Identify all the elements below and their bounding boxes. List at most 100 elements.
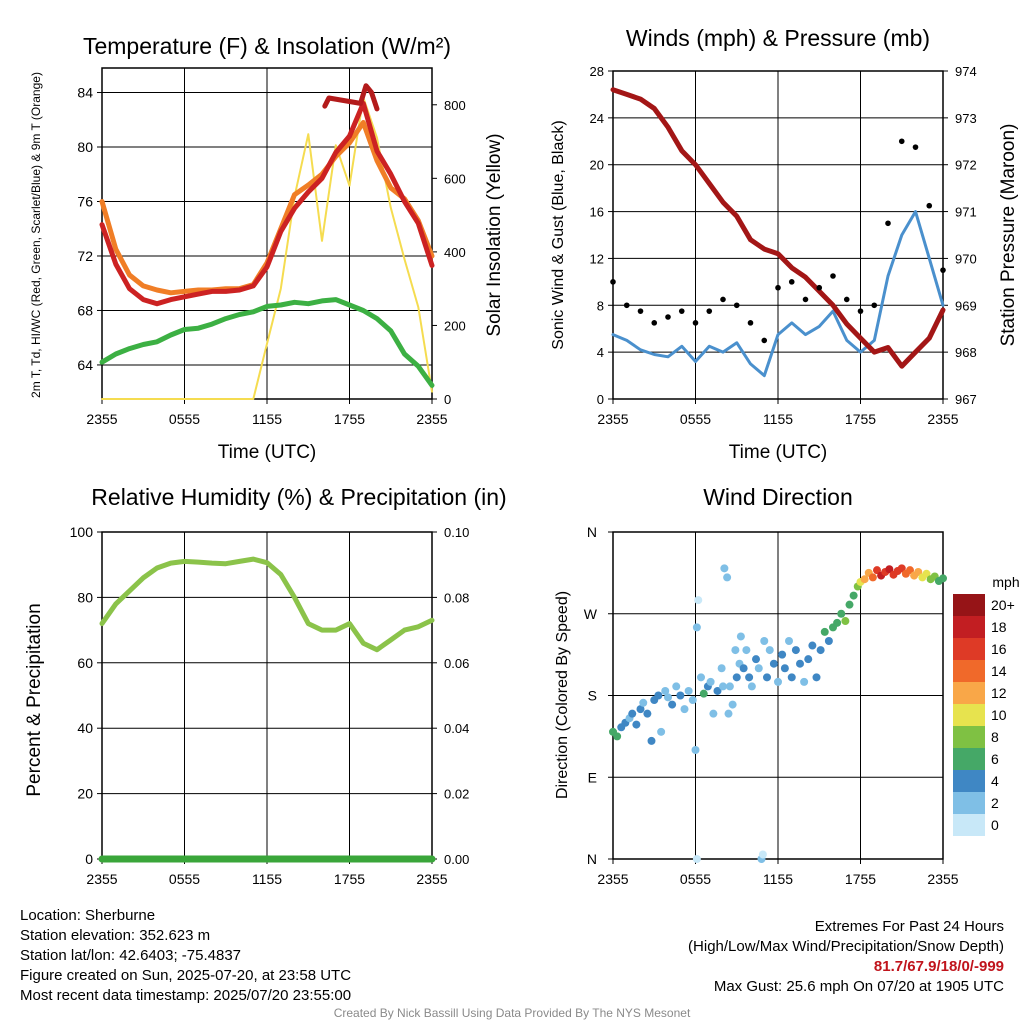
- station-latlon: Station lat/lon: 42.6403; -75.4837: [20, 947, 242, 964]
- temp-chart-x-tick-label: 1755: [334, 411, 365, 427]
- direction-point: [787, 673, 796, 682]
- direction-point: [731, 646, 740, 655]
- wind-chart-y-tick-label: 20: [590, 158, 604, 173]
- direction-point: [657, 727, 666, 736]
- direction-point: [897, 564, 906, 573]
- direction-point: [760, 637, 769, 645]
- direction-point: [728, 700, 737, 709]
- pressure-line: [610, 87, 946, 369]
- max-gust: Max Gust: 25.6 mph On 07/20 at 1905 UTC: [713, 978, 1004, 995]
- direction-point: [774, 677, 782, 686]
- rh-chart-y-tick-label: 80: [77, 589, 93, 605]
- colorbar-label: 20+: [991, 597, 1015, 613]
- direction-point: [939, 574, 947, 583]
- direction-point: [816, 646, 825, 655]
- colorbar-label: 14: [991, 663, 1007, 679]
- gust-point: [733, 302, 740, 309]
- recent-timestamp: Most recent data timestamp: 2025/07/20 2…: [20, 987, 352, 1004]
- temp-chart-title: Temperature (F) & Insolation (W/m²): [83, 33, 451, 59]
- gust-point: [898, 138, 905, 145]
- direction-point: [724, 709, 733, 718]
- colorbar-swatch: [953, 616, 985, 638]
- wind-chart-x-tick-label: 1755: [845, 411, 876, 427]
- rh-chart-y-tick-label: 20: [77, 786, 93, 802]
- colorbar-label: 2: [991, 795, 999, 811]
- gust-point: [651, 320, 658, 326]
- wind-chart-x-tick-label: 2355: [927, 411, 958, 427]
- wind-chart-x-tick-label: 2355: [597, 411, 628, 427]
- direction-point: [778, 650, 787, 659]
- temp-chart-x-tick-label: 2355: [416, 411, 447, 427]
- direction-point: [639, 698, 648, 707]
- wind-chart-y-tick-label: 28: [590, 64, 604, 79]
- rh-chart-title: Relative Humidity (%) & Precipitation (i…: [91, 484, 506, 510]
- figure-created: Figure created on Sun, 2025-07-20, at 23…: [20, 967, 352, 984]
- dir-chart-y-tick-label: N: [587, 524, 597, 540]
- direction-point: [769, 659, 778, 668]
- direction-point: [742, 646, 751, 655]
- wind-chart-right-tick-label: 967: [955, 392, 977, 407]
- wind-chart-right-tick-label: 974: [955, 64, 977, 79]
- direction-point: [706, 677, 715, 686]
- wind-chart-right-label: Station Pressure (Maroon): [998, 124, 1019, 347]
- temp-chart-x-tick-label: 1155: [252, 411, 282, 427]
- direction-point: [613, 732, 622, 741]
- colorbar-label: 16: [991, 641, 1007, 657]
- rh-chart-right-tick-label: 0.06: [444, 656, 469, 671]
- direction-point: [717, 664, 726, 673]
- wind-chart-title: Winds (mph) & Pressure (mb): [626, 25, 930, 51]
- direction-point: [752, 655, 760, 664]
- colorbar-swatch: [953, 748, 985, 770]
- direction-point: [713, 686, 722, 695]
- station-location: Location: Sherburne: [20, 907, 156, 924]
- rh-chart-x-tick-label: 0555: [169, 871, 200, 887]
- direction-point: [841, 617, 850, 626]
- direction-point: [725, 682, 734, 691]
- direction-point: [692, 623, 701, 632]
- gust-point: [637, 308, 644, 314]
- direction-point: [849, 591, 858, 600]
- gust-point: [747, 320, 754, 326]
- dir-chart-y-tick-label: S: [588, 688, 597, 704]
- wind-chart-right-tick-label: 968: [955, 345, 977, 360]
- colorbar-label: 8: [991, 729, 999, 745]
- wind-chart-x-label: Time (UTC): [729, 442, 828, 463]
- colorbar-swatch: [953, 770, 985, 792]
- dir-chart-x-tick-label: 2355: [927, 871, 958, 887]
- wind-chart-y-label: Sonic Wind & Gust (Blue, Black): [550, 120, 567, 349]
- colorbar-swatch: [953, 660, 985, 682]
- gust-point: [610, 279, 616, 285]
- dir-chart-title: Wind Direction: [703, 484, 853, 510]
- wind-chart-right-tick-label: 973: [955, 111, 977, 126]
- direction-point: [754, 664, 763, 673]
- gust-point: [843, 296, 850, 303]
- temp-chart-y-label: 2m T, Td, HI/WC (Red, Green, Scarlet/Blu…: [29, 72, 43, 398]
- temp-chart-right-tick-label: 800: [444, 98, 466, 113]
- wind-chart-y-tick-label: 8: [597, 298, 604, 313]
- gust-point: [926, 202, 933, 209]
- direction-point: [720, 564, 729, 573]
- dir-chart-y-label: Direction (Colored By Speed): [554, 591, 571, 799]
- rh-chart-right-tick-label: 0.10: [444, 525, 469, 540]
- station-info: Location: Sherburne Station elevation: 3…: [20, 906, 351, 1006]
- direction-point: [860, 575, 869, 584]
- rh-chart-y-tick-label: 100: [70, 524, 94, 540]
- direction-point: [820, 627, 829, 636]
- colorbar-swatch: [953, 682, 985, 704]
- direction-point: [922, 569, 931, 578]
- temp-chart-y-tick-label: 64: [77, 357, 93, 373]
- wind-chart-right-tick-label: 971: [955, 205, 977, 220]
- direction-point: [732, 673, 741, 682]
- direction-point: [785, 637, 793, 645]
- direction-point: [668, 700, 677, 709]
- wind-chart-y-tick-label: 0: [597, 392, 604, 407]
- gust-point: [692, 320, 699, 326]
- rh-chart-right-tick-label: 0.02: [444, 787, 469, 802]
- rh-chart-right-tick-label: 0.04: [444, 721, 469, 736]
- wind-chart-right-tick-label: 970: [955, 251, 977, 266]
- gust-point: [885, 220, 891, 227]
- direction-point: [654, 691, 663, 700]
- gust-point: [665, 314, 671, 320]
- colorbar-label: 12: [991, 685, 1007, 701]
- direction-point: [672, 682, 681, 691]
